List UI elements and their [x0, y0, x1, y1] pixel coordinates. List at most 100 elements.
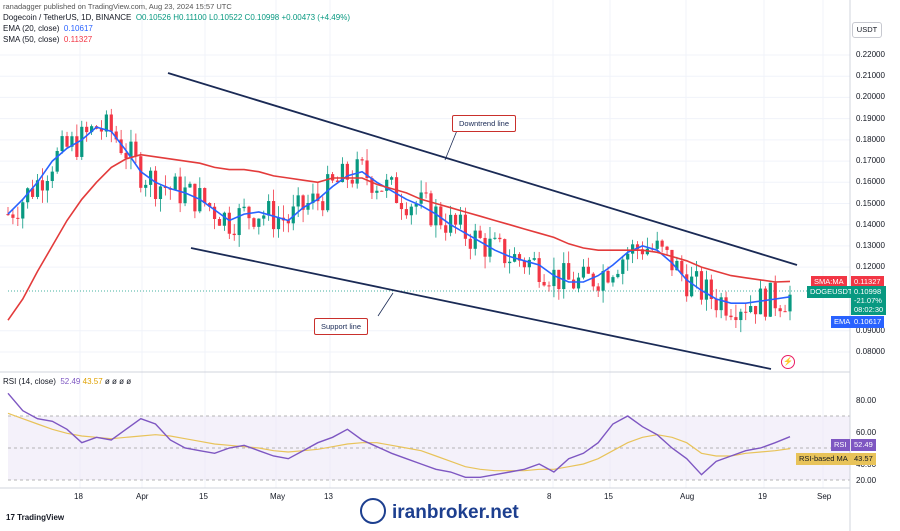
sma-line	[7, 153, 791, 321]
rsi-ma-badge-value: 43.57	[851, 453, 876, 465]
time-axis-label: 15	[604, 492, 613, 501]
ohlc-close: C0.10998	[244, 13, 280, 22]
candle-body	[724, 297, 728, 316]
last-price: 0.10998	[854, 287, 882, 296]
candle-body	[586, 266, 590, 274]
price-axis-label: 0.08000	[856, 347, 885, 356]
candle-body	[26, 188, 30, 203]
downtrend-annotation[interactable]: Downtrend line	[452, 115, 517, 132]
price-axis-label: 0.14000	[856, 219, 885, 229]
candle-body	[16, 217, 20, 219]
candle-body	[439, 206, 443, 226]
candle-body	[301, 195, 305, 210]
price-axis-label: 0.16000	[856, 177, 885, 187]
candle-body	[699, 271, 704, 300]
time-axis-label: 19	[758, 492, 767, 501]
candle-body	[547, 285, 551, 287]
candle-body	[355, 159, 359, 184]
candle-body	[616, 273, 620, 278]
candle-body	[114, 131, 118, 140]
candle-body	[483, 237, 487, 257]
candle-body	[571, 279, 576, 289]
candle-body	[714, 299, 718, 311]
candle-body	[134, 141, 138, 157]
candle-body	[621, 259, 625, 274]
price-axis-label: 0.18000	[856, 134, 885, 144]
candle-body	[149, 170, 153, 185]
rsi-legend[interactable]: RSI (14, close) 52.49 43.57 ø ø ø ø	[3, 377, 131, 386]
tradingview-logo[interactable]: 17 TradingView	[6, 513, 64, 522]
candle-body	[203, 188, 207, 203]
candle-body	[719, 297, 723, 311]
candle-body	[232, 233, 236, 236]
candle-body	[675, 260, 679, 271]
candle-body	[257, 218, 261, 227]
candle-body	[65, 136, 69, 147]
tv-logo-icon: 17	[6, 513, 15, 522]
candle-body	[173, 176, 177, 190]
candle-body	[212, 206, 217, 220]
ema-legend[interactable]: EMA (20, close) 0.10617	[3, 24, 93, 33]
candle-body	[562, 263, 566, 290]
candle-body	[729, 315, 733, 318]
symbol-name[interactable]: Dogecoin / TetherUS, 1D, BINANCE	[3, 13, 132, 22]
candle-body	[217, 219, 222, 226]
candle-body	[744, 311, 748, 313]
sma-legend-label: SMA (50, close)	[3, 35, 60, 44]
candle-body	[271, 201, 276, 230]
candle-body	[227, 212, 231, 234]
candle-body	[567, 263, 571, 280]
candle-body	[316, 193, 320, 202]
candle-body	[670, 249, 674, 271]
candle-body	[626, 253, 630, 260]
support-annotation[interactable]: Support line	[314, 318, 369, 335]
ema-legend-value: 0.10617	[63, 24, 93, 33]
candle-body	[75, 136, 79, 157]
candle-body	[611, 277, 615, 283]
sma-legend-value: 0.11327	[63, 35, 93, 44]
rsi-line	[7, 392, 791, 478]
candle-body	[6, 214, 10, 216]
candle-body	[124, 153, 128, 159]
candle-body	[129, 141, 133, 159]
watermark-text: iranbroker.net	[392, 502, 519, 524]
time-axis-label: 18	[74, 492, 83, 501]
candle-body	[30, 188, 35, 197]
candle-body	[340, 163, 345, 183]
candle-body	[45, 181, 49, 191]
last-price-badge: 0.10998 -21.07% 08:02:30	[851, 286, 887, 315]
candle-body	[242, 206, 246, 209]
rsi-badge-value: 52.49	[851, 439, 876, 451]
candle-body	[498, 237, 502, 240]
candle-body	[399, 202, 404, 210]
candle-body	[694, 271, 699, 277]
candle-body	[690, 276, 694, 297]
rsi-legend-label: RSI (14, close)	[3, 377, 56, 386]
rsi-axis-60: 60.00	[856, 428, 877, 437]
candle-body	[537, 258, 541, 282]
candle-body	[286, 220, 290, 224]
candle-body	[70, 136, 74, 147]
ema-tag-badge: EMA	[831, 316, 854, 328]
publish-line: ranadagger published on TradingView.com,…	[3, 2, 232, 11]
candle-body	[493, 237, 497, 239]
time-axis-label: 13	[324, 492, 333, 501]
currency-button[interactable]: USDT	[852, 22, 882, 38]
chart-grid	[0, 0, 850, 488]
candle-body	[601, 270, 605, 291]
candle-body	[665, 246, 669, 250]
candle-body	[419, 192, 423, 204]
candle-body	[434, 206, 438, 226]
candle-body	[222, 212, 227, 226]
sma-legend[interactable]: SMA (50, close) 0.11327	[3, 35, 92, 44]
candle-timer: 08:02:30	[854, 305, 884, 314]
price-axis-label: 0.09000	[856, 325, 885, 335]
support-line	[190, 247, 772, 370]
time-axis-label: Sep	[817, 492, 832, 501]
candle-body	[390, 177, 394, 180]
time-axis-label: 8	[547, 492, 552, 501]
candle-body	[21, 202, 25, 219]
alert-icon[interactable]: ⚡	[781, 355, 795, 369]
candle-body	[380, 190, 384, 192]
